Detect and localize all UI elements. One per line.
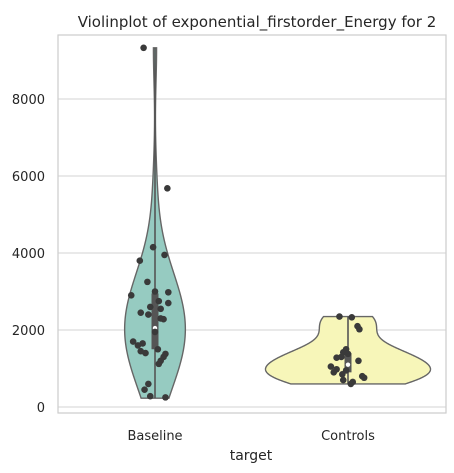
data-point bbox=[356, 325, 363, 333]
data-point bbox=[161, 251, 168, 259]
data-point bbox=[145, 311, 152, 318]
data-point bbox=[165, 288, 172, 296]
data-point bbox=[355, 357, 362, 365]
data-point bbox=[164, 185, 171, 192]
data-point bbox=[137, 309, 145, 316]
point-layer bbox=[127, 44, 368, 401]
data-point bbox=[144, 278, 151, 286]
data-point bbox=[360, 374, 368, 382]
y-tick-label: 6000 bbox=[12, 170, 45, 185]
x-axis-label: target bbox=[230, 448, 273, 464]
data-point bbox=[146, 392, 154, 400]
iqr-box bbox=[151, 293, 159, 350]
data-point bbox=[134, 342, 142, 349]
data-point bbox=[336, 313, 343, 320]
data-point bbox=[157, 305, 164, 313]
data-point bbox=[339, 370, 346, 378]
x-tick-label: Baseline bbox=[127, 429, 182, 444]
data-point bbox=[145, 380, 152, 388]
data-point bbox=[151, 328, 159, 336]
data-point bbox=[344, 350, 352, 358]
data-point bbox=[339, 376, 347, 384]
data-point bbox=[330, 369, 338, 376]
data-point bbox=[149, 243, 157, 251]
plot-frame bbox=[57, 34, 447, 414]
y-tick-label: 2000 bbox=[12, 324, 45, 339]
data-point bbox=[162, 394, 169, 401]
y-tick-label: 8000 bbox=[12, 93, 45, 108]
data-point bbox=[151, 288, 159, 295]
data-point bbox=[347, 380, 355, 388]
data-point bbox=[333, 354, 340, 362]
data-point bbox=[348, 313, 356, 321]
data-point bbox=[146, 303, 154, 311]
data-point bbox=[160, 315, 167, 323]
data-point bbox=[327, 363, 335, 370]
data-point bbox=[142, 349, 149, 357]
chart-title: Violinplot of exponential_firstorder_Ene… bbox=[78, 13, 437, 32]
y-tick-label: 4000 bbox=[12, 247, 45, 262]
x-tick-labels: Baseline Controls bbox=[127, 429, 375, 444]
data-point bbox=[165, 299, 172, 307]
median-marker bbox=[345, 362, 351, 367]
data-point bbox=[155, 360, 163, 368]
data-point bbox=[136, 257, 144, 265]
grid-layer bbox=[58, 98, 446, 408]
violin-layer bbox=[123, 47, 432, 399]
data-point bbox=[140, 44, 147, 52]
data-point bbox=[127, 292, 135, 299]
data-point bbox=[155, 297, 163, 305]
data-point bbox=[129, 338, 137, 345]
x-tick-label: Controls bbox=[321, 429, 375, 444]
y-tick-labels: 0 2000 4000 6000 8000 bbox=[12, 93, 45, 416]
y-tick-label: 0 bbox=[37, 401, 45, 416]
data-point bbox=[141, 386, 148, 393]
data-point bbox=[154, 345, 162, 353]
